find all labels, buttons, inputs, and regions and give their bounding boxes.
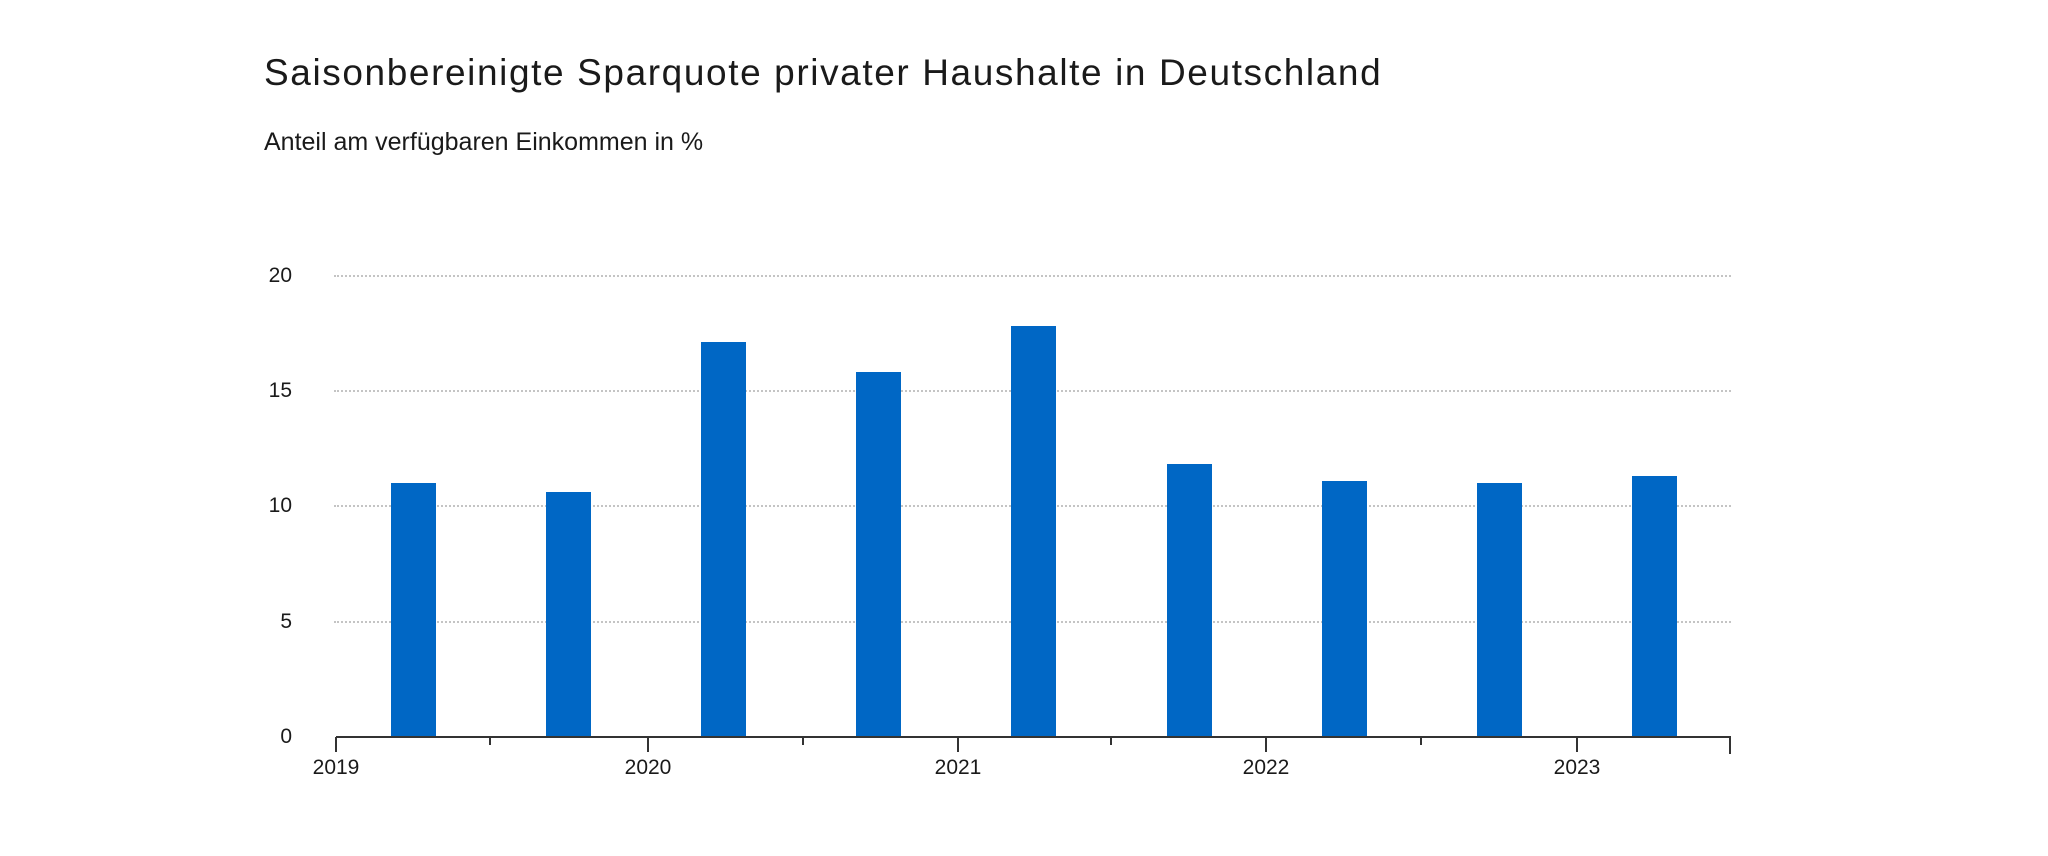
y-tick-label-5: 5: [280, 610, 292, 633]
x-tick-label-2021: 2021: [934, 756, 982, 779]
chart-subtitle: Anteil am verfügbaren Einkommen in %: [264, 128, 704, 156]
x-tick-label-2022: 2022: [1242, 756, 1290, 779]
bar: [1632, 476, 1677, 737]
x-tick-label-2020: 2020: [624, 756, 672, 779]
bar: [856, 372, 901, 737]
x-tick-2022: [1265, 737, 1267, 752]
y-tick-label-0: 0: [280, 725, 292, 748]
chart-title: Saisonbereinigte Sparquote privater Haus…: [264, 52, 1383, 93]
x-tick-2019: [335, 737, 337, 752]
x-tick-label-2023: 2023: [1553, 756, 1601, 779]
x-tick-end: [1729, 737, 1731, 754]
x-tick-label-2019: 2019: [312, 756, 360, 779]
bar: [546, 492, 591, 737]
x-tick-2021: [957, 737, 959, 752]
gridline-20: [334, 275, 1731, 277]
y-tick-label-10: 10: [268, 494, 292, 517]
y-tick-label-15: 15: [268, 379, 292, 402]
x-tick-minor: [1420, 737, 1422, 745]
x-tick-minor: [489, 737, 491, 745]
bar: [1322, 481, 1367, 737]
x-tick-minor: [802, 737, 804, 745]
bar: [1167, 464, 1212, 737]
x-axis-line: [336, 736, 1731, 738]
bar: [391, 483, 436, 737]
x-tick-2020: [647, 737, 649, 752]
x-tick-minor: [1110, 737, 1112, 745]
bar: [701, 342, 746, 737]
bar: [1011, 326, 1056, 737]
x-tick-2023: [1576, 737, 1578, 752]
bar: [1477, 483, 1522, 737]
y-tick-label-20: 20: [268, 264, 292, 287]
